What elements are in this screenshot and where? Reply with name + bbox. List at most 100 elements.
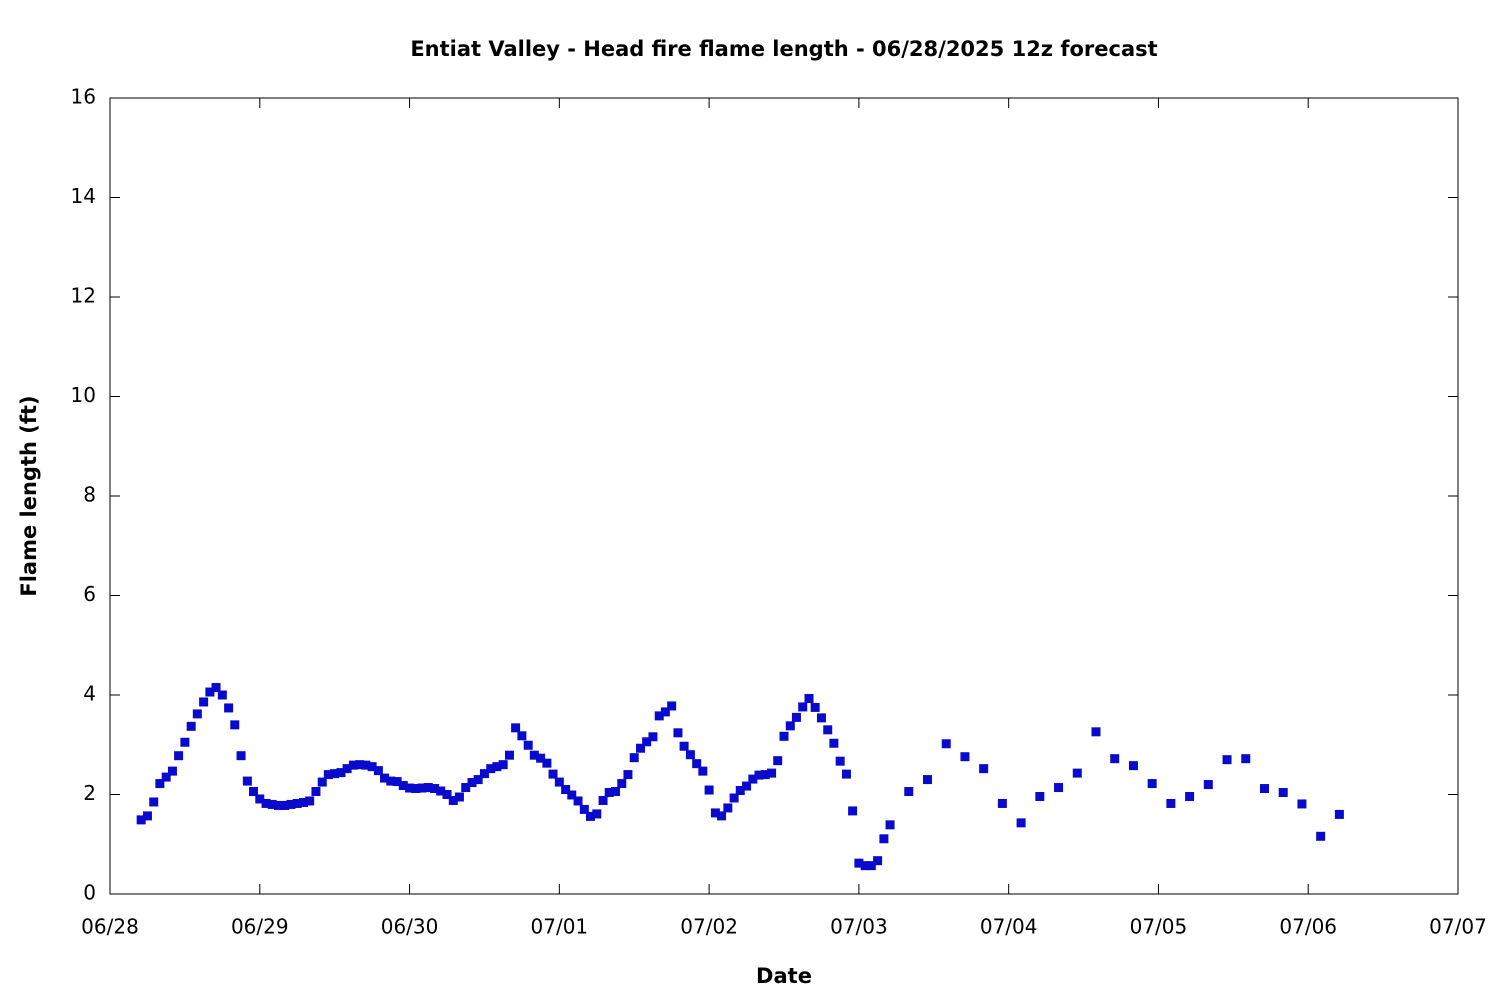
y-tick-label: 8 — [83, 483, 96, 507]
point — [642, 737, 652, 747]
point — [529, 750, 539, 760]
x-tick-label: 07/05 — [1130, 915, 1188, 939]
point — [997, 798, 1007, 808]
point — [648, 732, 658, 742]
point — [498, 760, 508, 770]
point — [848, 806, 858, 816]
point — [816, 713, 826, 723]
y-tick-label: 12 — [71, 284, 96, 308]
point — [573, 796, 583, 806]
y-tick-label: 0 — [83, 881, 96, 905]
point — [267, 799, 277, 809]
point — [299, 797, 309, 807]
point — [1016, 818, 1026, 828]
point — [567, 790, 577, 800]
point — [698, 766, 708, 776]
point — [486, 764, 496, 774]
point — [248, 787, 258, 797]
point — [342, 764, 352, 774]
point — [885, 820, 895, 830]
y-tick-label: 14 — [71, 184, 96, 208]
point — [386, 776, 396, 786]
point — [1035, 791, 1045, 801]
point — [174, 751, 184, 761]
point — [405, 783, 415, 793]
point — [192, 709, 202, 719]
point — [492, 762, 502, 772]
point — [742, 781, 752, 791]
y-axis-label: Flame length (ft) — [17, 395, 41, 596]
point — [1241, 754, 1251, 764]
point — [561, 785, 571, 795]
x-tick-label: 06/30 — [381, 915, 439, 939]
point — [704, 785, 714, 795]
x-tick-label: 06/29 — [231, 915, 289, 939]
point — [398, 781, 408, 791]
point — [1054, 783, 1064, 793]
point — [636, 743, 646, 753]
point — [979, 764, 989, 774]
point — [330, 769, 340, 779]
point — [461, 783, 471, 793]
point — [629, 753, 639, 763]
point — [186, 721, 196, 731]
point — [336, 768, 346, 778]
point — [311, 787, 321, 797]
point — [274, 800, 283, 810]
y-tick-label: 16 — [71, 85, 96, 109]
point — [286, 799, 296, 809]
point — [149, 797, 159, 807]
point — [161, 772, 171, 782]
point — [1334, 809, 1344, 819]
point — [504, 750, 514, 760]
point — [230, 720, 240, 730]
point — [604, 788, 614, 798]
x-tick-label: 07/06 — [1279, 915, 1337, 939]
point — [392, 777, 402, 787]
point — [1185, 791, 1195, 801]
point — [348, 760, 358, 770]
point — [735, 786, 745, 796]
point — [467, 778, 477, 788]
point — [1278, 788, 1288, 798]
point — [767, 768, 777, 778]
point — [679, 741, 689, 751]
point — [1147, 779, 1157, 789]
point — [717, 811, 727, 821]
point — [579, 804, 589, 814]
point — [1297, 799, 1307, 809]
point — [667, 701, 677, 711]
point — [660, 707, 670, 717]
point — [879, 834, 889, 844]
point — [442, 790, 452, 799]
point — [710, 808, 720, 818]
point — [841, 769, 851, 779]
point — [829, 738, 839, 748]
point — [585, 811, 595, 821]
point — [673, 728, 683, 738]
point — [479, 769, 489, 779]
point — [779, 731, 789, 741]
point — [941, 739, 951, 749]
point — [323, 770, 333, 780]
point — [242, 776, 252, 786]
point — [436, 786, 446, 796]
point — [611, 787, 620, 797]
point — [654, 711, 664, 721]
point — [361, 760, 371, 770]
point — [1316, 831, 1326, 841]
point — [922, 775, 932, 785]
point — [142, 811, 152, 821]
point — [155, 779, 165, 789]
x-tick-label: 07/04 — [980, 915, 1038, 939]
point — [866, 861, 876, 871]
point — [511, 723, 521, 733]
point — [380, 773, 390, 783]
point — [810, 702, 820, 712]
x-tick-label: 06/28 — [81, 915, 139, 939]
point — [199, 697, 209, 707]
x-tick-label: 07/03 — [830, 915, 888, 939]
point — [536, 753, 546, 763]
point — [592, 809, 602, 819]
